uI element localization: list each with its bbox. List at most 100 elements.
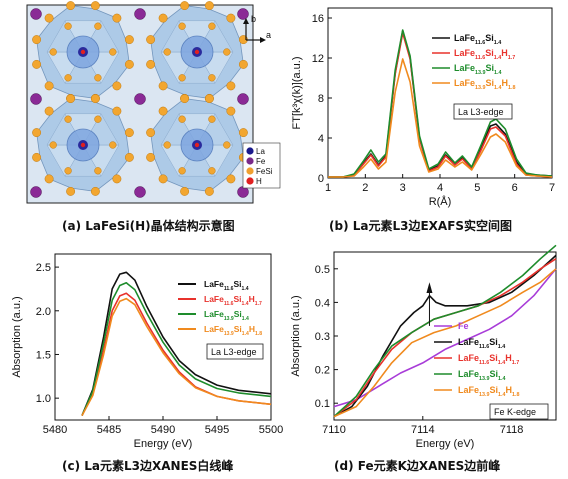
fesi-atom [109,48,117,56]
legend-label-4: LaFe13.9Si1.4H1.8 [454,78,516,91]
unit-cell-1 [32,1,134,103]
edge-label-d-text: Fe K-edge [494,407,536,417]
fesi-atom [66,186,76,196]
y-tick-label-4: 16 [312,13,324,25]
x-axis-label: Energy (eV) [416,438,475,450]
fesi-atom [124,128,134,138]
x-axis-label: R(Å) [429,195,452,208]
fesi-atom [32,152,42,162]
fesi-atom [178,167,186,175]
fesi-atom [158,106,168,116]
axis-a-label: a [266,30,271,40]
axis-b-arrow [243,18,249,24]
legend-label-3: LaFe11.6Si1.4H1.7 [458,353,519,366]
fesi-atom [208,22,216,30]
fesi-atom [226,13,236,23]
fesi-atom [163,141,171,149]
x-tick-label-4: 5500 [259,424,283,436]
x-tick-label-5: 6 [512,182,518,194]
fe-atom [237,93,249,105]
chart-b-legend: LaFe11.6Si1.4 LaFe11.6Si1.4H1.7 LaFe13.9Si… [432,33,516,91]
axis-a-arrow [260,37,266,43]
x-tick-label-6: 7 [549,182,555,194]
y-axis-label: Absorption (a.u.) [11,296,23,377]
y-tick-label-1: 0.2 [315,365,330,377]
x-tick-label-3: 4 [437,182,443,194]
legend-swatch-fesi [246,167,254,175]
y-tick-label-2: 8 [318,93,324,105]
series-line-3 [81,282,272,416]
exafs-panel: 1 2 3 4 5 6 7 0 4 8 12 16 R(Å) FT[k³χ(k)](a.u.) LaFe11… [282,0,568,240]
x-axis-label: Energy (eV) [134,438,193,450]
fesi-atom [223,48,231,56]
x-tick-label-1: 5485 [97,424,121,436]
fesi-atom [178,22,186,30]
chart-d-legend: Fe LaFe11.6Si1.4 LaFe11.6Si1.4H1.7 LaFe13.9… [434,321,520,398]
fesi-atom [44,106,54,116]
fe-xanes-panel: 7110 7114 7118 0.1 0.2 0.3 0.4 0.5 Energy (eV) Ab… [282,240,568,479]
fesi-atom [158,13,168,23]
fesi-atom [204,186,214,196]
caption-d: (d) Fe元素K边XANES边前峰 [334,459,501,473]
fe-atom [30,186,42,198]
edge-label-b-text: La L3-edge [458,107,504,117]
fesi-atom [180,1,190,11]
fesi-atom [124,59,134,69]
series-line-4 [328,58,553,178]
exafs-chart: 1 2 3 4 5 6 70481216R(Å)FT[k³χ(k)](a.u.)LaFe11… [291,7,555,208]
x-tick-label-0: 7110 [322,424,346,436]
legend-label-h: H [256,177,262,186]
fesi-atom [226,174,236,184]
fesi-atom [146,128,156,138]
legend-swatch-h [246,177,254,185]
h-atom [194,142,200,148]
fesi-atom [146,35,156,45]
legend-label-la: La [256,147,265,156]
y-tick-label-3: 2.5 [36,262,51,274]
fesi-atom [112,81,122,91]
fesi-atom [90,94,100,104]
fesi-atom [238,128,248,138]
fesi-atom [64,167,72,175]
fesi-atom [94,115,102,123]
fesi-atom [90,1,100,11]
legend-label-2: LaFe11.6Si1.4 [458,337,505,350]
series-line-2 [328,32,553,178]
fe-atom [30,93,42,105]
legend-swatch-la [246,147,254,155]
x-tick-label-2: 3 [400,182,406,194]
fesi-atom [112,13,122,23]
fesi-atom [112,106,122,116]
unit-cell-4 [146,94,248,196]
legend-label-2: LaFe11.6Si1.4H1.7 [204,294,262,307]
fe-atom [134,186,146,198]
y-tick-label-1: 4 [318,133,324,145]
fesi-atom [178,74,186,82]
y-tick-label-1: 1.5 [36,349,51,361]
x-tick-label-0: 1 [325,182,331,194]
legend-label-1: LaFe11.6Si1.4 [204,279,249,292]
edge-label-b-box [453,103,513,120]
fesi-atom [112,174,122,184]
h-atom [80,49,86,55]
y-tick-label-0: 0.1 [315,398,330,410]
unit-cell-2 [146,1,248,103]
fesi-atom [64,74,72,82]
y-tick-label-2: 2.0 [36,306,51,318]
fesi-atom [109,141,117,149]
y-tick-label-0: 0 [318,173,324,185]
plot-area [327,7,553,179]
fe-atom [237,8,249,20]
fesi-atom [124,152,134,162]
fesi-atom [44,81,54,91]
caption-b: (b) La元素L3边EXAFS实空间图 [329,219,513,233]
x-tick-label-1: 7114 [411,424,435,436]
series-line-3 [328,29,553,178]
fe-xanes-chart: 7110 7114 7118 0.1 0.2 0.3 0.4 0.5 Energy (eV) Ab… [290,244,557,450]
y-axis-label: Absorption (a.u.) [290,295,302,376]
axis-b-label: b [251,14,256,24]
edge-label-d: Fe K-edge [489,403,549,420]
y-tick-label-2: 0.3 [315,331,330,343]
fesi-atom [223,141,231,149]
